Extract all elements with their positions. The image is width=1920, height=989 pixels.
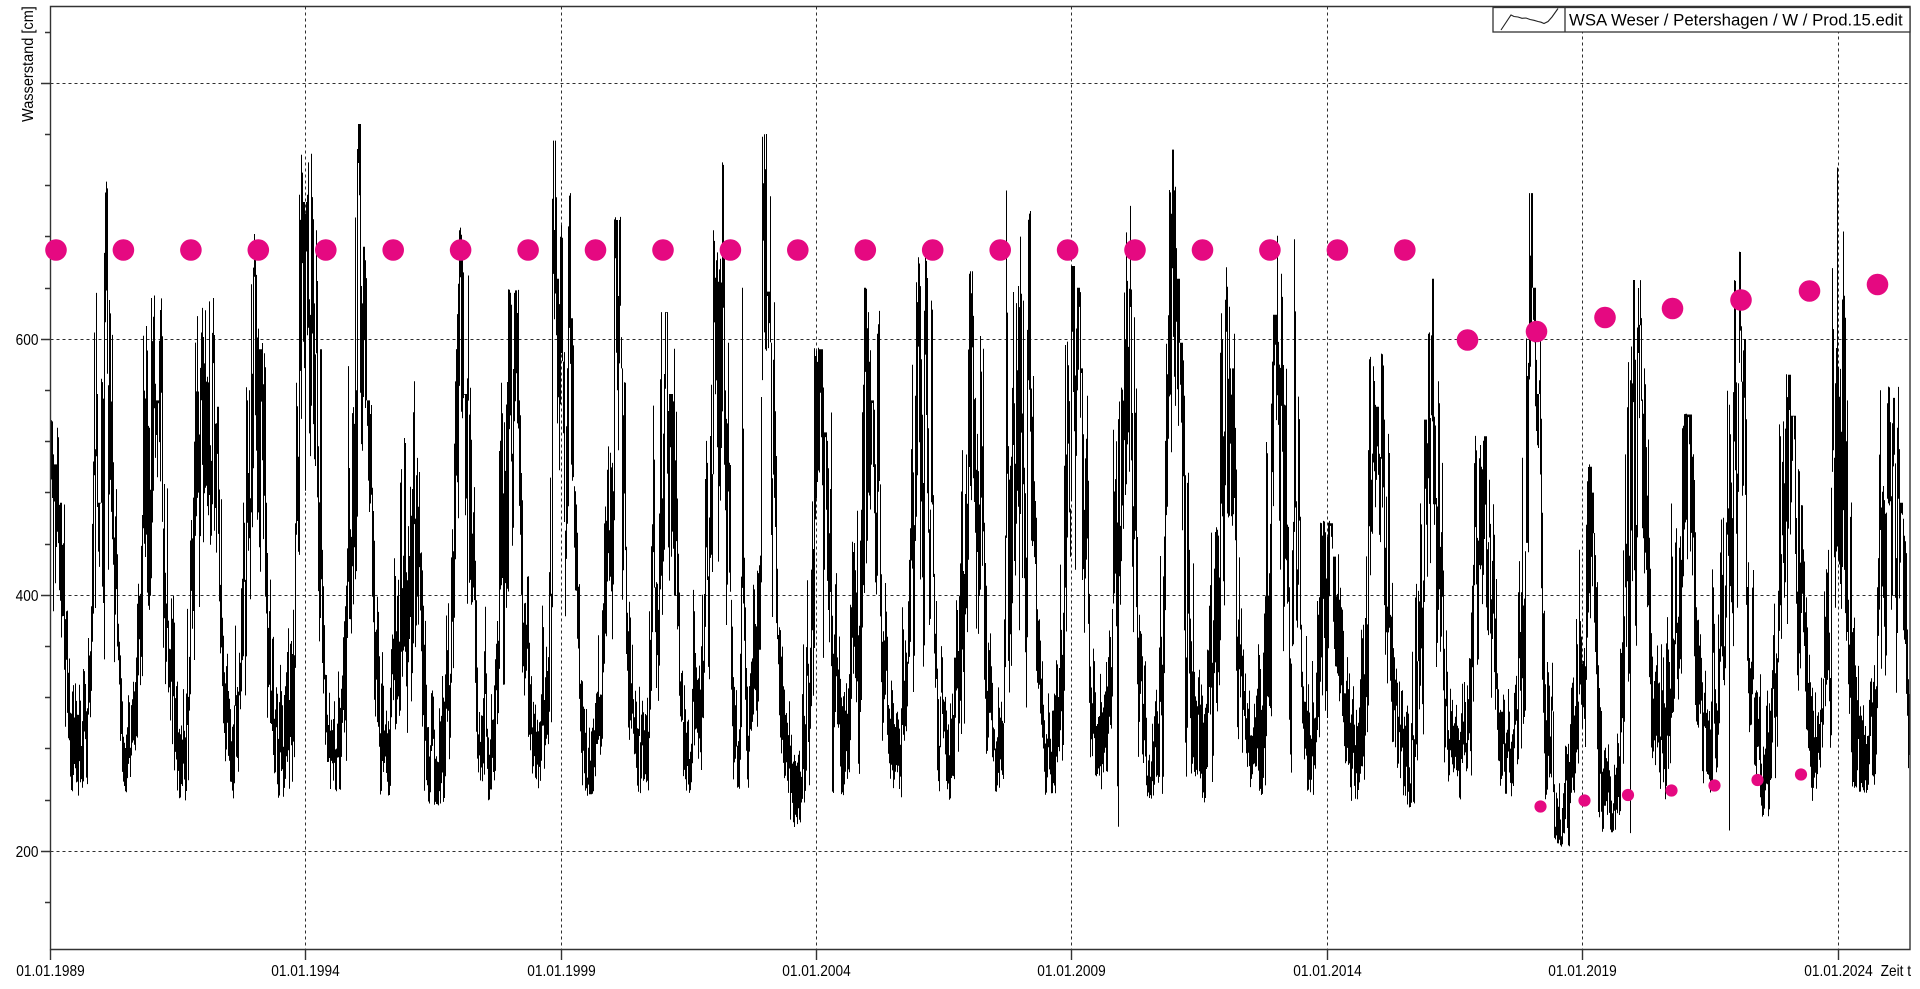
svg-text:400: 400 xyxy=(16,588,39,605)
svg-text:01.01.1999: 01.01.1999 xyxy=(527,963,595,980)
svg-text:Wasserstand [cm]: Wasserstand [cm] xyxy=(19,6,37,122)
svg-text:01.01.2019: 01.01.2019 xyxy=(1548,963,1616,980)
svg-text:WSA Weser / Petershagen / W /: WSA Weser / Petershagen / W / Prod.15.ed… xyxy=(1569,11,1903,30)
svg-text:01.01.2014: 01.01.2014 xyxy=(1293,963,1361,980)
svg-text:01.01.2004: 01.01.2004 xyxy=(782,963,850,980)
svg-text:01.01.2024: 01.01.2024 xyxy=(1804,963,1872,980)
svg-text:200: 200 xyxy=(16,844,39,861)
svg-text:01.01.1994: 01.01.1994 xyxy=(271,963,339,980)
svg-text:01.01.2009: 01.01.2009 xyxy=(1037,963,1105,980)
svg-text:600: 600 xyxy=(16,332,39,349)
svg-text:Zeit t: Zeit t xyxy=(1881,963,1912,980)
svg-text:01.01.1989: 01.01.1989 xyxy=(16,963,84,980)
